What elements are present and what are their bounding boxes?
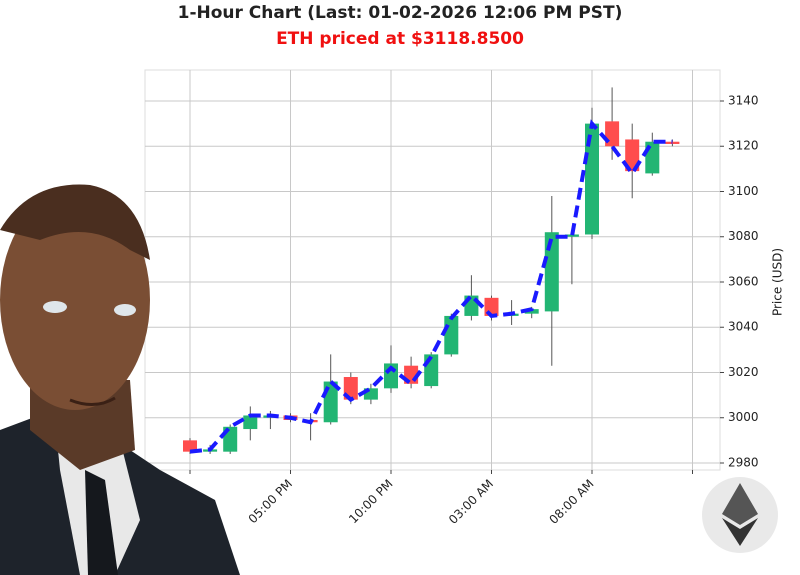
x-tick-label: 05:00 PM <box>246 477 295 526</box>
candle-body <box>625 139 640 172</box>
candle-body <box>243 415 258 430</box>
y-tick-label: 3040 <box>728 320 759 334</box>
y-tick-label: 3140 <box>728 93 759 107</box>
y-tick-label: 3100 <box>728 184 759 198</box>
y-tick-label: 3120 <box>728 139 759 153</box>
candle-body <box>524 309 539 314</box>
y-tick-label: 2980 <box>728 455 759 469</box>
portrait <box>0 184 240 575</box>
y-tick-label: 3000 <box>728 410 759 424</box>
candle-body <box>544 232 559 312</box>
y-tick-label: 3060 <box>728 274 759 288</box>
eth-logo <box>702 477 778 553</box>
y-axis-label: Price (USD) <box>771 248 785 316</box>
x-tick-label: 08:00 AM <box>546 477 596 527</box>
x-tick-label: 10:00 PM <box>346 477 395 526</box>
chart-subtitle: ETH priced at $3118.8500 <box>276 29 524 49</box>
y-tick-label: 3080 <box>728 229 759 243</box>
plot-frame <box>144 69 721 471</box>
chart-title: 1-Hour Chart (Last: 01-02-2026 12:06 PM … <box>178 3 623 23</box>
candle-body <box>363 388 378 400</box>
price-line <box>189 119 673 454</box>
grid <box>145 70 724 474</box>
candle-body <box>564 234 579 237</box>
y-tick-label: 3020 <box>728 365 759 379</box>
candle-body <box>183 440 197 452</box>
candle-body <box>585 123 599 235</box>
candle-body <box>444 315 459 355</box>
marks <box>183 87 680 454</box>
x-tick-label: 03:00 AM <box>446 477 496 527</box>
